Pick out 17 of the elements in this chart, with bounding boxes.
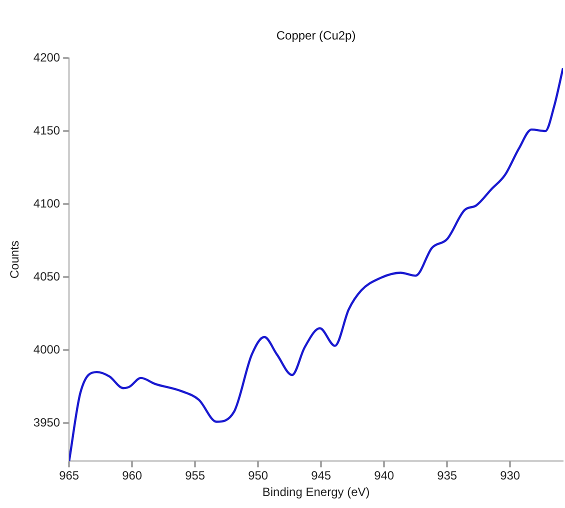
x-tick-label: 940 (374, 468, 394, 483)
x-axis-title: Binding Energy (eV) (262, 485, 370, 500)
y-tick-label: 4150 (33, 123, 60, 138)
y-tick-label: 4000 (33, 342, 60, 356)
y-tick-label: 4050 (33, 269, 60, 284)
y-axis-title: Counts (8, 240, 22, 279)
x-tick-label: 965 (59, 468, 80, 483)
x-tick-label: 935 (437, 468, 458, 483)
x-tick-label: 955 (185, 468, 206, 483)
x-tick-label: 945 (311, 468, 332, 483)
x-tick-label: 950 (248, 468, 268, 483)
y-tick-label: 4100 (33, 196, 60, 210)
y-tick-label: 3950 (33, 416, 60, 430)
x-tick-label: 960 (122, 468, 142, 483)
y-tick-label: 4200 (33, 50, 60, 64)
chart-title: Copper (Cu2p) (276, 28, 356, 42)
x-tick-label: 930 (500, 468, 520, 483)
